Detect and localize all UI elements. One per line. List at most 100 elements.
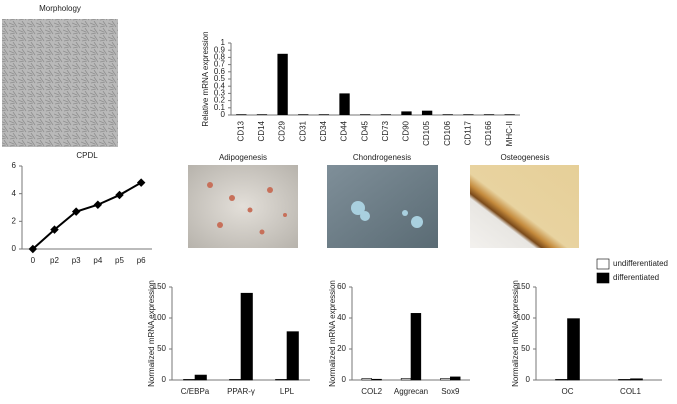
bar [618,379,631,381]
x-tick-label: MHC-II [505,121,514,146]
bar [256,114,268,115]
y-tick-label: 0.9 [214,45,226,54]
x-tick-label: COL1 [620,387,641,396]
bar [236,114,247,115]
bar [194,374,207,381]
y-axis-label: Normalized mRNA expression [147,280,156,387]
y-axis-label: Normalized mRNA expression [328,280,337,387]
marker [71,207,81,216]
marker [93,200,103,209]
x-tick-label: LPL [280,387,295,396]
x-tick-label: CD73 [381,120,390,141]
bar [401,111,412,115]
y-tick-label: 60 [337,282,346,291]
x-tick-label: OC [562,387,574,396]
y-tick-label: 0.6 [214,67,226,76]
legend-label: undifferentiated [613,259,668,268]
x-tick-label: CD117 [464,120,473,145]
image-label: Adipogenesis [219,153,267,162]
bar [442,114,453,115]
bar [380,114,391,115]
y-tick-label: 0.1 [214,103,226,112]
x-tick-label: C/EBPa [181,387,210,396]
y-tick-label: 0.8 [214,53,226,62]
legend-swatch [596,258,610,270]
osteogenesis-image [470,165,579,248]
y-tick-label: 6 [12,161,17,170]
y-tick-label: 0 [342,375,347,384]
y-tick-label: 0 [221,110,226,119]
x-tick-label: Sox9 [441,387,460,396]
bar [277,53,288,115]
y-axis-label: Relative mRNA expression [201,31,210,126]
x-tick-label: p4 [93,256,102,265]
adipogenesis-image [188,165,298,248]
x-tick-label: p3 [72,256,81,265]
marker [136,178,146,187]
x-tick-label: CD31 [298,120,307,141]
y-tick-label: 4 [12,189,17,198]
y-tick-label: 0.2 [214,96,226,105]
bar [463,114,474,115]
bar [567,318,580,381]
x-tick-label: CD13 [236,120,245,141]
bar [371,378,382,381]
bar [410,313,422,381]
x-tick-label: CD29 [278,120,287,141]
image-label: Osteogenesis [501,153,550,162]
bar [360,114,371,115]
x-tick-label: CD105 [422,120,431,145]
bar [450,376,461,381]
chart-title: CPDL [76,151,98,160]
alcian-stain [351,201,423,228]
morphology-image [2,19,118,147]
bar [504,114,515,115]
x-tick-label: CD44 [340,120,349,141]
bar [240,292,253,381]
y-tick-label: 0 [162,375,167,384]
marker [115,190,124,200]
x-tick-label: CD90 [402,120,411,141]
legend-label: differentiated [613,273,659,282]
x-tick-label: COL2 [361,387,382,396]
line [32,181,142,250]
y-tick-label: 2 [12,216,17,225]
bar [400,378,412,381]
bar [183,379,196,381]
x-tick-label: p2 [50,256,59,265]
bar [440,378,451,381]
bar [318,114,330,115]
chondrogenesis-image [327,165,438,248]
bar [339,93,350,115]
bar [229,379,242,381]
y-tick-label: 0.4 [214,81,226,90]
y-tick-label: 0.7 [214,60,226,69]
x-tick-label: CD34 [319,120,328,141]
bar [275,379,288,381]
x-tick-label: Aggrecan [394,387,428,396]
x-tick-label: CD14 [257,120,266,141]
y-tick-label: 40 [337,313,346,322]
x-tick-label: p5 [115,256,124,265]
x-tick-label: 0 [31,256,36,265]
y-tick-label: 0 [12,244,17,253]
y-tick-label: 100 [153,313,167,322]
lipid-stain [207,182,287,235]
y-tick-label: 50 [157,344,166,353]
bar [286,331,299,381]
x-tick-label: p6 [137,256,146,265]
y-tick-label: 150 [517,282,531,291]
y-axis-label: Normalized mRNA expression [511,280,520,387]
image-label: Chondrogenesis [353,153,411,162]
y-tick-label: 100 [517,313,531,322]
bar [421,110,433,115]
marker [50,225,59,234]
x-tick-label: CD45 [360,120,369,141]
bar [361,378,372,381]
bar [483,114,495,115]
y-tick-label: 0.3 [214,89,226,98]
y-tick-label: 0 [526,375,531,384]
x-tick-label: CD106 [443,120,452,145]
legend-swatch [596,272,610,284]
